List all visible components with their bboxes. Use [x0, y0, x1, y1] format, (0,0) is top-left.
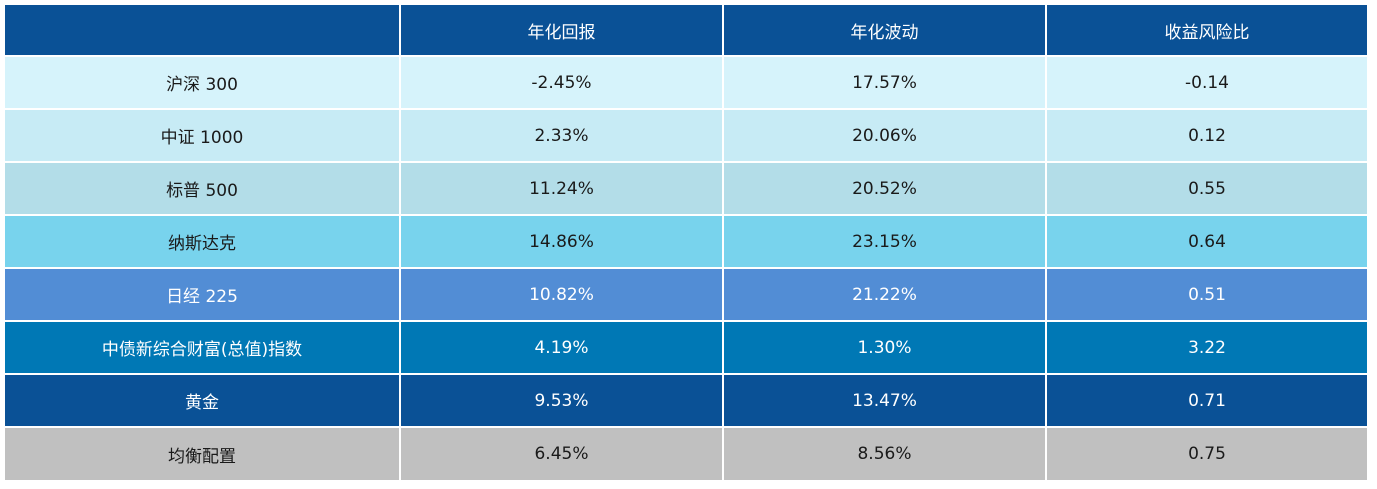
header-corner-cell: [5, 5, 399, 55]
header-annual-volatility: 年化波动: [724, 5, 1045, 55]
annual-volatility-cell: 17.57%: [724, 57, 1045, 108]
return-risk-ratio-cell: 0.64: [1047, 216, 1367, 267]
annual-volatility-cell: 13.47%: [724, 375, 1045, 426]
annual-return-cell: 10.82%: [401, 269, 722, 320]
row-label-cell: 中证 1000: [5, 110, 399, 161]
annual-return-cell: 6.45%: [401, 428, 722, 480]
annual-volatility-cell: 8.56%: [724, 428, 1045, 480]
row-label-cell: 纳斯达克: [5, 216, 399, 267]
row-label-cell: 均衡配置: [5, 428, 399, 480]
annual-volatility-cell: 1.30%: [724, 322, 1045, 373]
return-risk-ratio-cell: 0.55: [1047, 163, 1367, 214]
row-label-cell: 标普 500: [5, 163, 399, 214]
annual-volatility-cell: 20.06%: [724, 110, 1045, 161]
returns-table: 年化回报 年化波动 收益风险比 沪深 300 -2.45% 17.57% -0.14 中…: [5, 5, 1367, 480]
return-risk-ratio-cell: 0.71: [1047, 375, 1367, 426]
return-risk-ratio-cell: 0.12: [1047, 110, 1367, 161]
annual-return-cell: 14.86%: [401, 216, 722, 267]
header-annual-return: 年化回报: [401, 5, 722, 55]
return-risk-ratio-cell: 3.22: [1047, 322, 1367, 373]
annual-volatility-cell: 21.22%: [724, 269, 1045, 320]
return-risk-ratio-cell: 0.51: [1047, 269, 1367, 320]
return-risk-ratio-cell: 0.75: [1047, 428, 1367, 480]
row-label-cell: 沪深 300: [5, 57, 399, 108]
annual-return-cell: 9.53%: [401, 375, 722, 426]
annual-return-cell: 11.24%: [401, 163, 722, 214]
row-label-cell: 日经 225: [5, 269, 399, 320]
row-label-cell: 黄金: [5, 375, 399, 426]
annual-return-cell: 4.19%: [401, 322, 722, 373]
row-label-cell: 中债新综合财富(总值)指数: [5, 322, 399, 373]
annual-volatility-cell: 20.52%: [724, 163, 1045, 214]
header-return-risk-ratio: 收益风险比: [1047, 5, 1367, 55]
annual-return-cell: -2.45%: [401, 57, 722, 108]
return-risk-ratio-cell: -0.14: [1047, 57, 1367, 108]
annual-volatility-cell: 23.15%: [724, 216, 1045, 267]
annual-return-cell: 2.33%: [401, 110, 722, 161]
